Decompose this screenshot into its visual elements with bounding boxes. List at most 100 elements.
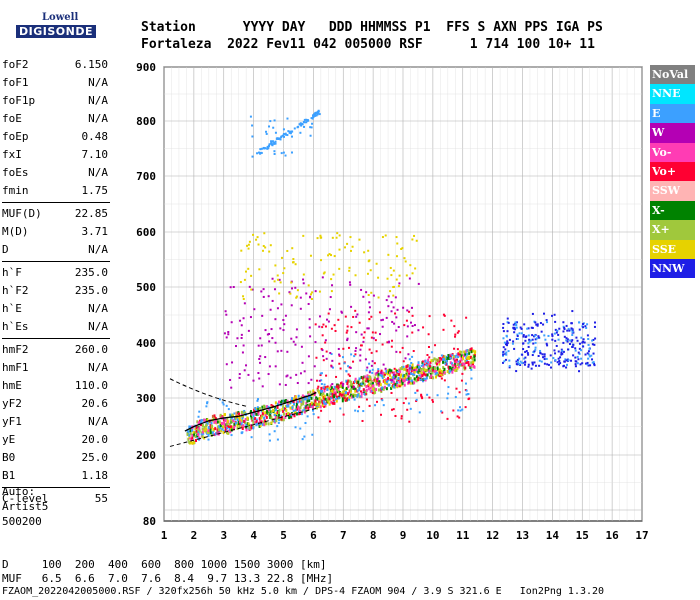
echo-point — [405, 368, 408, 372]
echo-point — [451, 363, 454, 367]
echo-point — [271, 337, 274, 340]
echo-point — [259, 355, 262, 358]
echo-point — [330, 386, 333, 390]
echo-point — [282, 128, 285, 131]
echo-point — [562, 350, 565, 353]
echo-point — [303, 118, 306, 121]
echo-point — [260, 344, 263, 347]
echo-point — [338, 248, 341, 251]
echo-point — [421, 360, 424, 363]
echo-point — [571, 329, 574, 332]
echo-point — [405, 365, 408, 369]
echo-point — [280, 349, 283, 352]
echo-point — [255, 420, 258, 424]
echo-point — [393, 386, 396, 389]
echo-point — [340, 310, 343, 313]
echo-point — [365, 369, 368, 372]
echo-point — [345, 393, 348, 397]
echo-point — [365, 291, 368, 294]
echo-point — [406, 378, 409, 381]
echo-point — [409, 368, 412, 371]
param-row: h`E N/A — [2, 300, 108, 318]
echo-point — [593, 325, 596, 328]
echo-point — [341, 399, 344, 403]
echo-point — [276, 307, 279, 310]
echo-point — [320, 382, 323, 385]
echo-point — [570, 327, 573, 330]
echo-point — [420, 393, 423, 396]
echo-point — [209, 424, 212, 428]
param-row: MUF(D) 22.85 — [2, 205, 108, 223]
echo-point — [515, 363, 518, 366]
echo-point — [278, 408, 281, 412]
echo-point — [393, 367, 396, 370]
echo-point — [312, 114, 315, 117]
echo-point — [400, 417, 403, 420]
echo-point — [319, 372, 322, 375]
echo-point — [197, 415, 200, 418]
echo-point — [319, 373, 322, 376]
echo-point — [356, 410, 359, 413]
param-value: N/A — [88, 361, 108, 374]
echo-point — [359, 359, 362, 362]
param-name: foE — [2, 112, 22, 125]
echo-point — [302, 400, 305, 404]
echo-point — [246, 417, 249, 421]
echo-point — [273, 142, 276, 145]
echo-point — [435, 358, 438, 362]
echo-point — [374, 376, 377, 380]
echo-point — [392, 380, 395, 384]
echo-point — [390, 345, 393, 348]
echo-point — [545, 357, 548, 360]
echo-point — [277, 278, 280, 281]
lowell-digisonde-logo: Lowell DIGISONDE — [6, 8, 96, 42]
echo-point — [421, 371, 424, 375]
echo-point — [430, 351, 433, 354]
echo-point — [383, 373, 386, 376]
echo-point — [410, 366, 413, 370]
echo-point — [431, 371, 434, 375]
param-row: C-level 55 — [2, 490, 108, 508]
echo-point — [411, 324, 414, 327]
echo-point — [321, 389, 324, 393]
echo-point — [351, 382, 354, 386]
echo-point — [447, 365, 450, 369]
echo-point — [581, 323, 584, 326]
echo-point — [358, 388, 361, 392]
echo-point — [469, 365, 472, 369]
echo-point — [358, 405, 361, 408]
echo-point — [566, 363, 569, 366]
echo-point — [469, 348, 472, 352]
echo-point — [513, 326, 516, 329]
echo-point — [257, 398, 260, 401]
param-value: 235.0 — [74, 266, 108, 279]
echo-point — [328, 386, 331, 390]
param-value: 22.85 — [74, 207, 108, 220]
echo-point — [366, 374, 369, 378]
echo-point — [197, 430, 200, 434]
echo-point — [404, 374, 407, 378]
echo-point — [379, 373, 382, 377]
echo-point — [262, 295, 265, 298]
echo-point — [189, 429, 192, 433]
echo-point — [545, 342, 548, 345]
echo-point — [460, 354, 463, 358]
echo-point — [363, 251, 366, 254]
echo-point — [420, 395, 423, 398]
echo-point — [565, 324, 568, 327]
echo-point — [291, 287, 294, 290]
echo-point — [224, 418, 227, 422]
echo-point — [434, 367, 437, 371]
echo-point — [457, 330, 460, 333]
echo-point — [215, 420, 218, 424]
echo-point — [409, 407, 412, 410]
echo-point — [546, 363, 549, 366]
param-row: M(D) 3.71 — [2, 223, 108, 241]
echo-point — [562, 330, 565, 333]
echo-point — [259, 148, 262, 151]
echo-point — [274, 416, 277, 420]
echo-point — [427, 367, 430, 371]
echo-point — [409, 377, 412, 381]
echo-point — [307, 396, 310, 400]
echo-point — [403, 379, 406, 383]
